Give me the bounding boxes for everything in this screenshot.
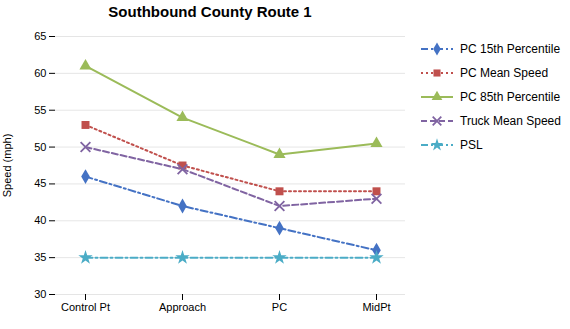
svg-text:65: 65 (34, 30, 46, 42)
html-text:PSL: PSL (460, 138, 483, 152)
html-text:PC Mean Speed: PC Mean Speed (460, 66, 549, 80)
html-text:Truck Mean Speed: Truck Mean Speed (460, 114, 561, 128)
svg-text:Approach: Approach (159, 301, 206, 313)
svg-text:Speed (mph): Speed (mph) (1, 134, 13, 198)
svg-text:Control Pt: Control Pt (61, 301, 110, 313)
svg-text:30: 30 (34, 288, 46, 300)
svg-text:MidPt: MidPt (362, 301, 390, 313)
svg-text:40: 40 (34, 214, 46, 226)
svg-text:45: 45 (34, 177, 46, 189)
svg-text:35: 35 (34, 251, 46, 263)
svg-text:50: 50 (34, 141, 46, 153)
html-text:Southbound County Route 1: Southbound County Route 1 (108, 3, 312, 20)
svg-text:PC: PC (272, 301, 287, 313)
html-text:PC 85th Percentile: PC 85th Percentile (460, 90, 561, 104)
html-text:PC 15th Percentile: PC 15th Percentile (460, 42, 561, 56)
svg-text:55: 55 (34, 104, 46, 116)
svg-text:60: 60 (34, 67, 46, 79)
